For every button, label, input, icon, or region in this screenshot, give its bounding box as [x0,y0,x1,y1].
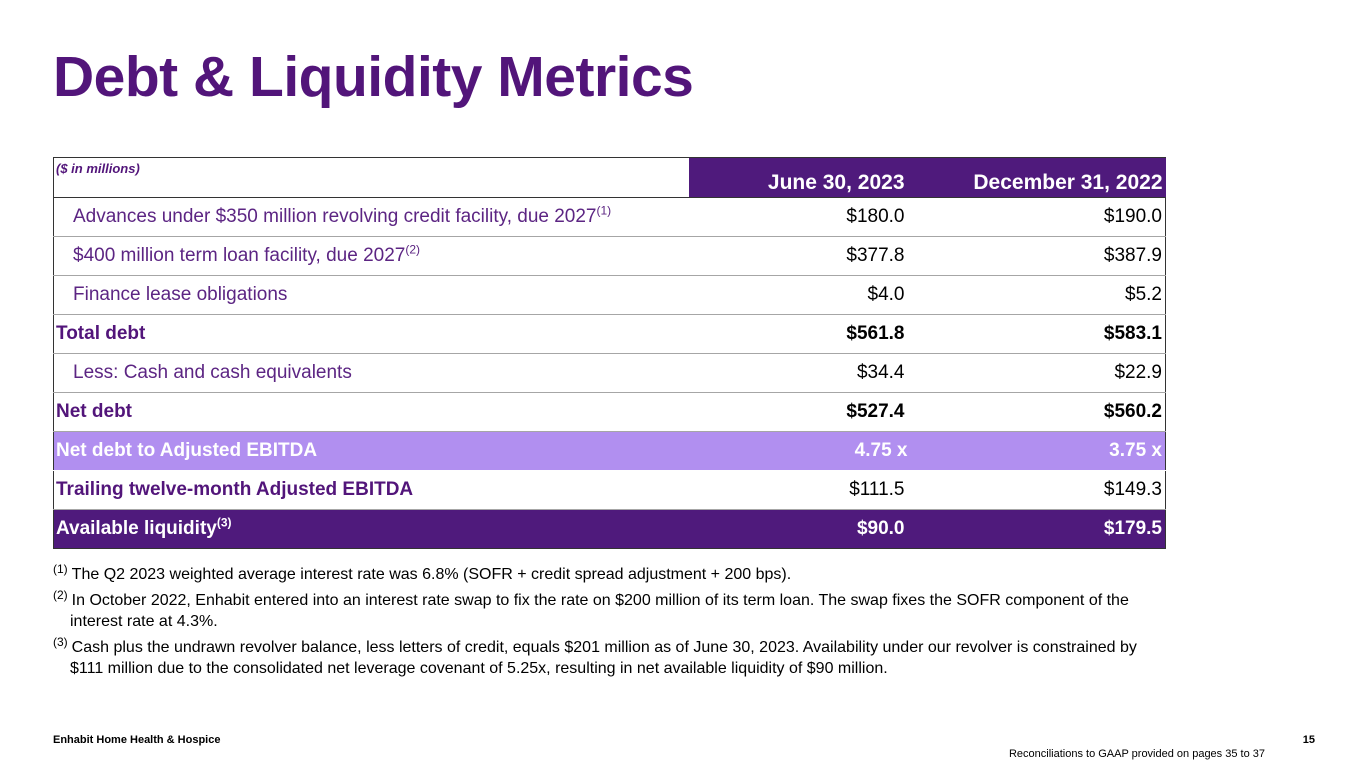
value-december-2022: $22.9 [924,353,1166,393]
value-june-2023: $377.8 [688,236,925,276]
row-label: Available liquidity(3) [53,509,689,549]
row-label: Total debt [53,314,689,354]
row-label: Finance lease obligations [53,275,689,315]
value-december-2022: $190.0 [924,197,1166,237]
footnote-marker: (2) [53,587,68,602]
debt-liquidity-table: ($ in millions) June 30, 2023 December 3… [53,157,1166,549]
column-header-december-2022: December 31, 2022 [924,157,1166,198]
footnote-marker: (1) [596,203,612,218]
footnote-marker: (3) [216,515,232,530]
table-row-term-loan: $400 million term loan facility, due 202… [53,236,1166,276]
value-june-2023: $90.0 [688,509,925,549]
page-number: 15 [1302,734,1315,746]
value-june-2023: $4.0 [688,275,925,315]
value-december-2022: $149.3 [924,470,1166,510]
table-row-finance-lease: Finance lease obligations $4.0 $5.2 [53,275,1166,315]
value-december-2022: 3.75 x [924,431,1166,471]
table-row-cash: Less: Cash and cash equivalents $34.4 $2… [53,353,1166,393]
table-row-total-debt: Total debt $561.8 $583.1 [53,314,1166,354]
table-row-revolver-advances: Advances under $350 million revolving cr… [53,197,1166,237]
row-label: $400 million term loan facility, due 202… [53,236,689,276]
value-december-2022: $179.5 [924,509,1166,549]
footnotes: (1) The Q2 2023 weighted average interest… [53,561,1163,684]
table-row-net-debt: Net debt $527.4 $560.2 [53,392,1166,432]
table-header-row: ($ in millions) June 30, 2023 December 3… [53,157,1166,198]
row-label: Less: Cash and cash equivalents [53,353,689,393]
footnote-marker: (1) [53,561,68,576]
footer-brand: Enhabit Home Health & Hospice [53,734,221,746]
row-label: Net debt [53,392,689,432]
value-june-2023: $180.0 [688,197,925,237]
row-label: Trailing twelve-month Adjusted EBITDA [53,470,689,510]
value-june-2023: $111.5 [688,470,925,510]
row-label: Advances under $350 million revolving cr… [53,197,689,237]
value-june-2023: $34.4 [688,353,925,393]
footnote-1: (1) The Q2 2023 weighted average interest… [53,561,792,583]
footnote-marker: (2) [405,242,421,257]
footnote-2: (2) In October 2022, Enhabit entered into… [53,587,1129,630]
table-row-net-debt-ratio: Net debt to Adjusted EBITDA 4.75 x 3.75 … [53,431,1166,471]
column-header-june-2023: June 30, 2023 [688,157,925,198]
table-row-ttm-ebitda: Trailing twelve-month Adjusted EBITDA $1… [53,470,1166,510]
row-label: Net debt to Adjusted EBITDA [53,431,689,471]
value-june-2023: 4.75 x [688,431,925,471]
value-june-2023: $527.4 [688,392,925,432]
value-june-2023: $561.8 [688,314,925,354]
value-december-2022: $583.1 [924,314,1166,354]
reconciliation-note: Reconciliations to GAAP provided on page… [1008,748,1265,760]
page-title: Debt & Liquidity Metrics [53,45,694,109]
value-december-2022: $387.9 [924,236,1166,276]
units-note: ($ in millions) [53,157,689,198]
value-december-2022: $560.2 [924,392,1166,432]
table-row-available-liquidity: Available liquidity(3) $90.0 $179.5 [53,509,1166,549]
footnote-3: (3) Cash plus the undrawn revolver balanc… [53,634,1137,677]
value-december-2022: $5.2 [924,275,1166,315]
footnote-marker: (3) [53,634,68,649]
